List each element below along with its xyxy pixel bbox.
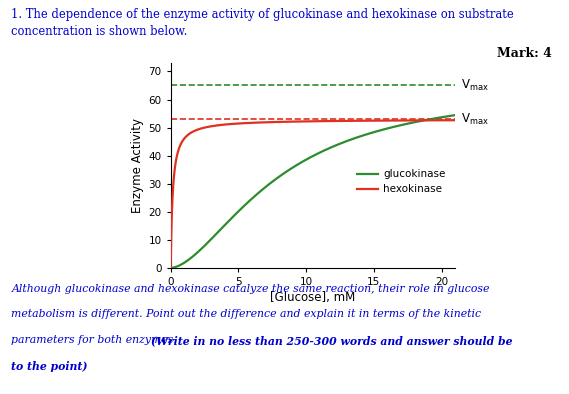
Text: parameters for both enzymes.: parameters for both enzymes. bbox=[11, 335, 181, 345]
Text: to the point): to the point) bbox=[11, 361, 88, 372]
Y-axis label: Enzyme Activity: Enzyme Activity bbox=[131, 118, 145, 213]
Text: Although glucokinase and hexokinase catalyze the same reaction, their role in gl: Although glucokinase and hexokinase cata… bbox=[11, 284, 490, 294]
Text: metabolism is different. Point out the difference and explain it in terms of the: metabolism is different. Point out the d… bbox=[11, 309, 481, 319]
Text: (Write in no less than 250-300 words and answer should be: (Write in no less than 250-300 words and… bbox=[151, 335, 512, 346]
Text: V$_\mathrm{max}$: V$_\mathrm{max}$ bbox=[461, 112, 488, 127]
Legend: glucokinase, hexokinase: glucokinase, hexokinase bbox=[353, 165, 450, 199]
Text: 1. The dependence of the enzyme activity of glucokinase and hexokinase on substr: 1. The dependence of the enzyme activity… bbox=[11, 8, 514, 38]
X-axis label: [Glucose], mM: [Glucose], mM bbox=[270, 291, 356, 304]
Text: V$_\mathrm{max}$: V$_\mathrm{max}$ bbox=[461, 78, 488, 93]
Text: Mark: 4: Mark: 4 bbox=[497, 47, 552, 60]
